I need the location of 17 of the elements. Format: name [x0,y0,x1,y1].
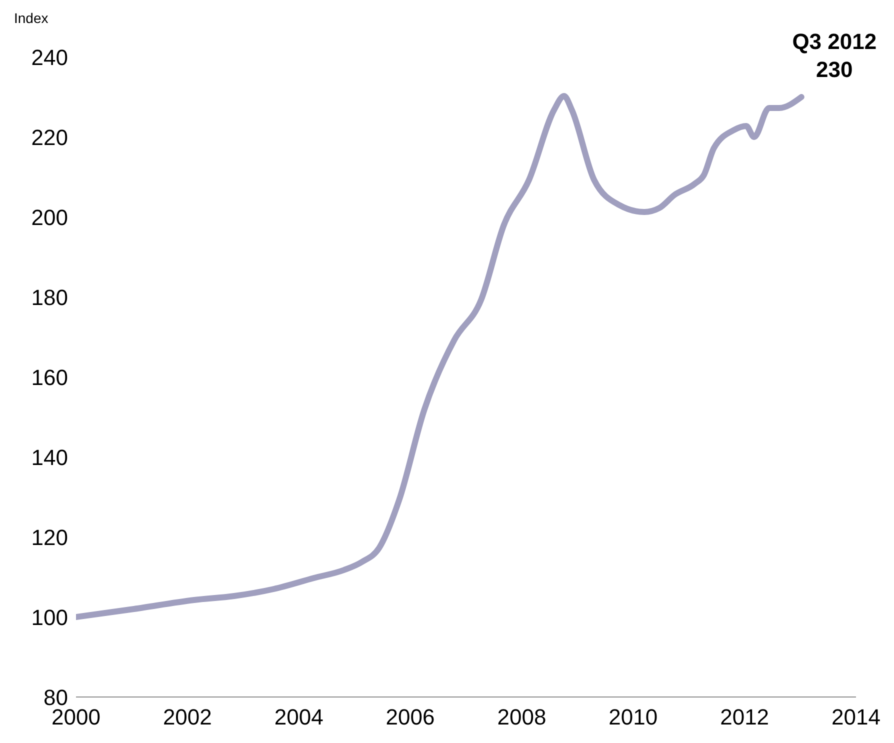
y-tick-label: 180 [31,284,68,310]
y-tick-label: 100 [31,604,68,630]
y-tick-label: 160 [31,364,68,390]
x-tick-label: 2014 [832,704,880,730]
y-tick-label: 120 [31,524,68,550]
x-tick-label: 2002 [162,704,212,730]
x-tick-label: 2006 [386,704,435,730]
y-tick-label: 200 [31,204,68,230]
y-axis-title: Index [14,10,48,26]
y-tick-label: 140 [31,444,68,470]
x-tick-label: 2008 [497,704,546,730]
y-tick-label: 220 [31,124,68,150]
x-tick-label: 2010 [608,704,658,730]
y-tick-label: 240 [31,44,68,70]
x-tick-label: 2012 [720,704,770,730]
x-tick-label: 2004 [274,704,324,730]
annotation: Q3 2012 230 [792,29,877,82]
